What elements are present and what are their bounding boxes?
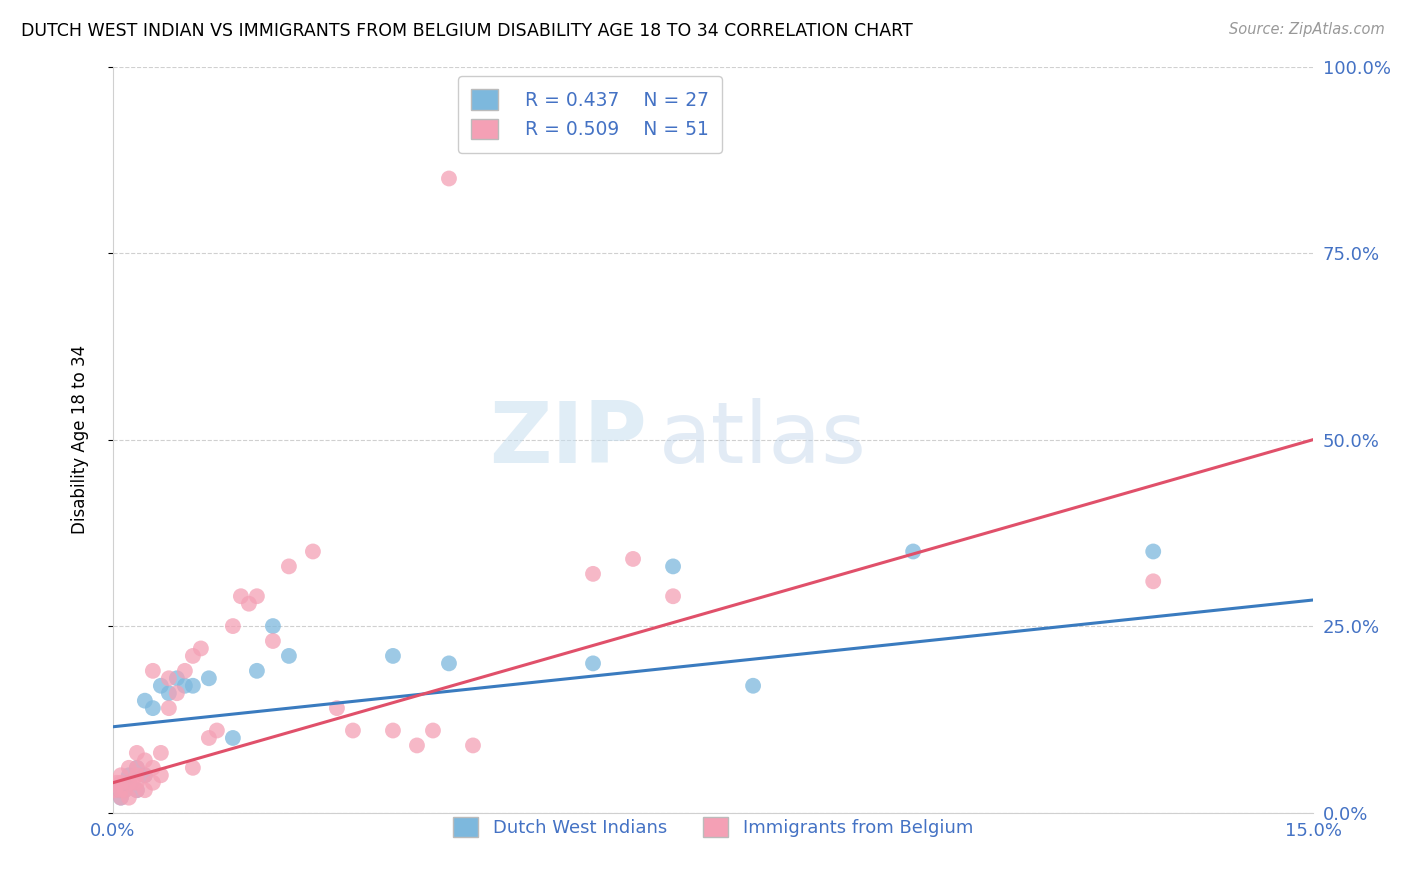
Point	[149, 768, 172, 782]
Point	[662, 589, 685, 603]
Point	[110, 768, 132, 782]
Point	[142, 664, 165, 678]
Point	[181, 761, 204, 775]
Point	[742, 679, 765, 693]
Point	[114, 783, 136, 797]
Point	[125, 768, 148, 782]
Point	[125, 776, 148, 790]
Point	[149, 746, 172, 760]
Point	[229, 589, 252, 603]
Point	[104, 783, 127, 797]
Point	[118, 790, 141, 805]
Text: Source: ZipAtlas.com: Source: ZipAtlas.com	[1229, 22, 1385, 37]
Point	[121, 776, 143, 790]
Point	[1142, 574, 1164, 589]
Point	[190, 641, 212, 656]
Text: DUTCH WEST INDIAN VS IMMIGRANTS FROM BELGIUM DISABILITY AGE 18 TO 34 CORRELATION: DUTCH WEST INDIAN VS IMMIGRANTS FROM BEL…	[21, 22, 912, 40]
Point	[326, 701, 349, 715]
Point	[157, 686, 180, 700]
Point	[901, 544, 924, 558]
Point	[134, 694, 156, 708]
Point	[342, 723, 364, 738]
Point	[262, 634, 284, 648]
Point	[149, 679, 172, 693]
Point	[173, 664, 195, 678]
Point	[134, 768, 156, 782]
Point	[1142, 544, 1164, 558]
Point	[118, 776, 141, 790]
Point	[437, 657, 460, 671]
Point	[238, 597, 260, 611]
Point	[125, 783, 148, 797]
Point	[118, 776, 141, 790]
Point	[621, 552, 644, 566]
Y-axis label: Disability Age 18 to 34: Disability Age 18 to 34	[72, 345, 89, 534]
Point	[662, 559, 685, 574]
Point	[157, 671, 180, 685]
Point	[246, 589, 269, 603]
Point	[205, 723, 228, 738]
Point	[222, 619, 245, 633]
Point	[277, 648, 299, 663]
Point	[118, 768, 141, 782]
Point	[125, 761, 148, 775]
Point	[222, 731, 245, 745]
Point	[157, 701, 180, 715]
Point	[108, 783, 131, 797]
Point	[246, 664, 269, 678]
Point	[437, 171, 460, 186]
Point	[381, 648, 404, 663]
Point	[166, 686, 188, 700]
Point	[118, 761, 141, 775]
Point	[277, 559, 299, 574]
Point	[198, 671, 221, 685]
Text: ZIP: ZIP	[489, 398, 647, 481]
Point	[173, 679, 195, 693]
Point	[142, 776, 165, 790]
Point	[110, 783, 132, 797]
Point	[198, 731, 221, 745]
Point	[125, 746, 148, 760]
Text: atlas: atlas	[659, 398, 868, 481]
Point	[181, 648, 204, 663]
Point	[105, 776, 128, 790]
Point	[110, 790, 132, 805]
Point	[142, 761, 165, 775]
Point	[302, 544, 325, 558]
Point	[262, 619, 284, 633]
Point	[181, 679, 204, 693]
Point	[134, 783, 156, 797]
Legend: Dutch West Indians, Immigrants from Belgium: Dutch West Indians, Immigrants from Belg…	[446, 810, 980, 845]
Point	[406, 739, 429, 753]
Point	[422, 723, 444, 738]
Point	[110, 790, 132, 805]
Point	[142, 701, 165, 715]
Point	[134, 753, 156, 767]
Point	[582, 657, 605, 671]
Point	[114, 783, 136, 797]
Point	[461, 739, 484, 753]
Point	[166, 671, 188, 685]
Point	[125, 761, 148, 775]
Point	[110, 776, 132, 790]
Point	[125, 783, 148, 797]
Point	[381, 723, 404, 738]
Point	[134, 768, 156, 782]
Point	[582, 566, 605, 581]
